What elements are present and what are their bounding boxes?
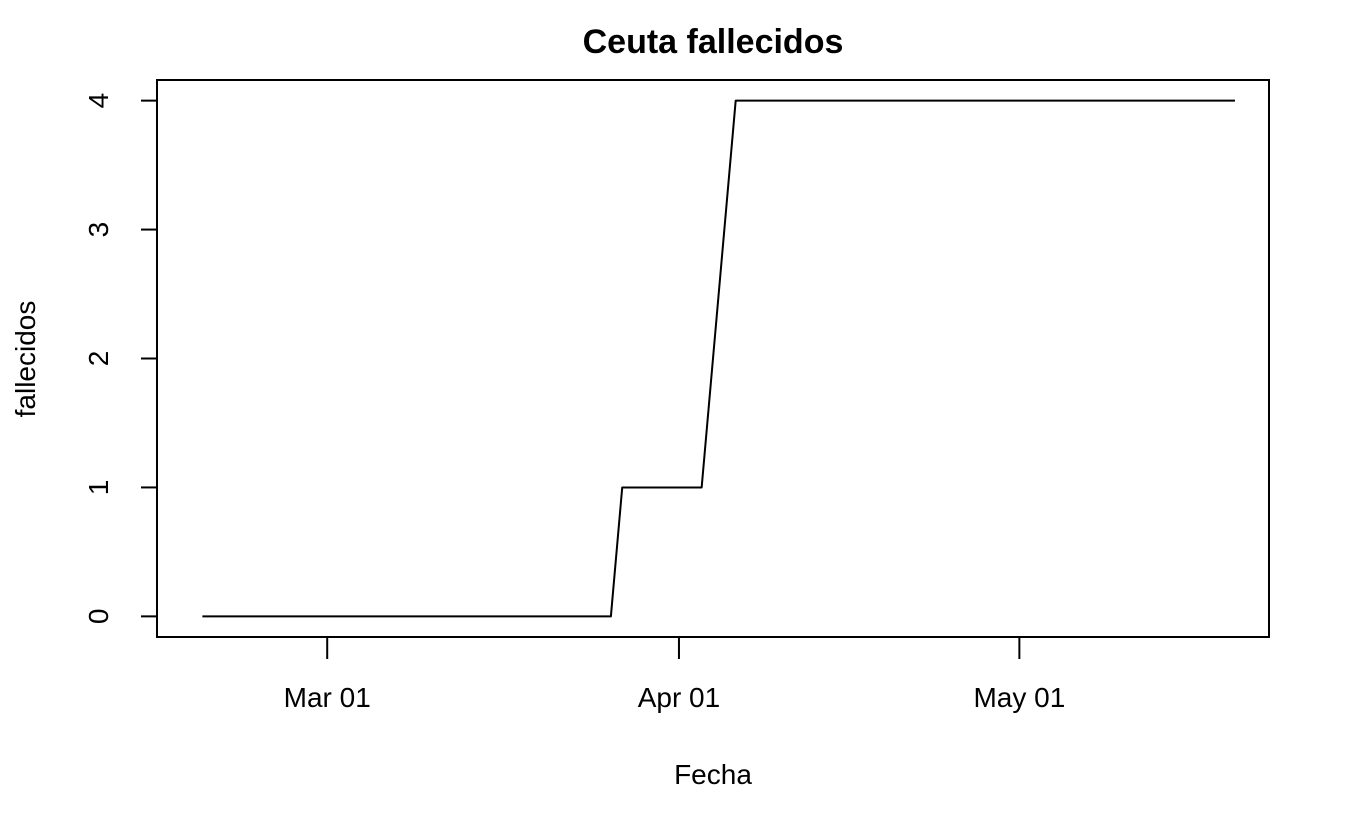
y-tick-label-3: 3 <box>83 222 114 238</box>
y-tick-label-2: 2 <box>83 351 114 367</box>
series-line-0 <box>202 99 1235 618</box>
y-tick-label-0: 0 <box>83 609 114 625</box>
x-tick-label-2: May 01 <box>973 682 1065 713</box>
x-axis-label: Fecha <box>674 759 752 790</box>
y-axis: 0 1 2 3 4 <box>83 93 157 624</box>
series-layer <box>202 99 1235 618</box>
x-tick-label-0: Mar 01 <box>284 682 371 713</box>
x-axis: Mar 01 Apr 01 May 01 <box>284 637 1065 713</box>
y-axis-label: fallecidos <box>10 301 41 418</box>
chart-title: Ceuta fallecidos <box>583 23 844 61</box>
x-tick-label-1: Apr 01 <box>638 682 721 713</box>
y-tick-label-4: 4 <box>83 93 114 109</box>
y-tick-label-1: 1 <box>83 480 114 496</box>
